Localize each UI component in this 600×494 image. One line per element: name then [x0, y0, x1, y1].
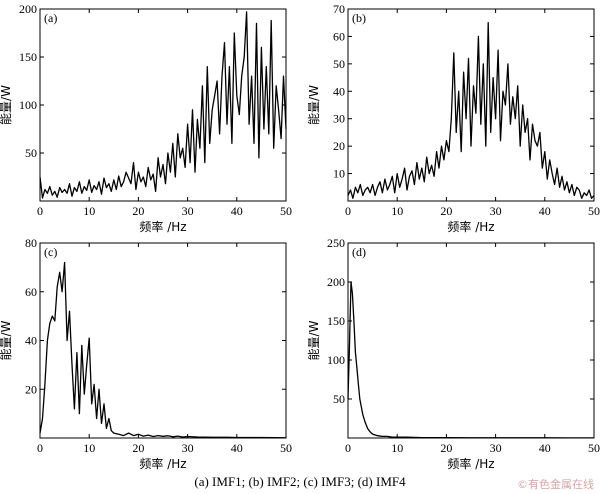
y-tick-label: 50	[25, 146, 37, 160]
y-tick-label: 50	[333, 57, 345, 71]
x-tick-label: 10	[83, 441, 95, 455]
y-tick-label: 200	[327, 275, 345, 289]
x-tick-label: 50	[588, 441, 600, 455]
series-line	[347, 22, 595, 199]
x-tick-label: 50	[588, 204, 600, 218]
y-tick-label: 100	[327, 353, 345, 367]
x-tick-label: 40	[539, 441, 551, 455]
panel-label: (c)	[44, 245, 57, 259]
chart-panel-3: 0 10 20 30 40 50 20 40 60 80 (c) 频率 /Hz 能量/W	[0, 236, 292, 471]
x-tick-label: 0	[345, 204, 351, 218]
figure-caption: (a) IMF1; (b) IMF2; (c) IMF3; (d) IMF4	[194, 474, 406, 489]
x-tick-label: 10	[391, 204, 403, 218]
y-tick-label: 40	[333, 84, 345, 98]
x-tick-label: 20	[132, 441, 144, 455]
panel-label: (a)	[44, 11, 57, 25]
y-tick-label: 80	[25, 236, 37, 250]
x-tick-label: 50	[280, 441, 292, 455]
y-axis-label: 能量/W	[0, 85, 13, 125]
y-tick-label: 200	[19, 2, 37, 16]
x-tick-label: 30	[182, 204, 194, 218]
x-tick-label: 10	[83, 204, 95, 218]
plot-frame	[39, 242, 287, 439]
y-tick-label: 10	[333, 167, 345, 181]
x-tick-label: 20	[132, 204, 144, 218]
series-line	[39, 261, 287, 439]
x-tick-label: 30	[490, 441, 502, 455]
y-tick-label: 20	[333, 139, 345, 153]
y-tick-label: 150	[19, 50, 37, 64]
x-tick-label: 20	[440, 441, 452, 455]
y-tick-label: 250	[327, 236, 345, 250]
x-axis-label: 频率 /Hz	[139, 219, 186, 234]
y-tick-label: 150	[327, 314, 345, 328]
y-tick-label: 60	[333, 29, 345, 43]
x-tick-label: 40	[539, 204, 551, 218]
chart-panel-2: 0 10 20 30 40 50 10 20 30 40 50 60 70 (b) 频率 /Hz 能量/W	[307, 2, 600, 234]
chart-panel-4: 0 10 20 30 40 50 50 100 150 200 250 (d) 频率 /Hz 能量/W	[307, 236, 600, 471]
watermark: ©有色金属在线	[517, 478, 594, 491]
panel-label: (d)	[352, 245, 366, 259]
plot-frame	[347, 242, 595, 439]
y-tick-label: 30	[333, 112, 345, 126]
panel-label: (b)	[352, 11, 366, 25]
x-tick-label: 0	[345, 441, 351, 455]
y-axis-label: 能量/W	[307, 85, 321, 125]
y-tick-label: 50	[333, 392, 345, 406]
x-tick-label: 40	[231, 441, 243, 455]
x-tick-label: 10	[391, 441, 403, 455]
x-tick-label: 0	[37, 441, 43, 455]
y-axis-label: 能量/W	[307, 320, 321, 360]
x-tick-label: 50	[280, 204, 292, 218]
x-tick-label: 30	[490, 204, 502, 218]
y-tick-label: 40	[25, 334, 37, 348]
plot-frame	[347, 8, 595, 202]
y-tick-label: 100	[19, 98, 37, 112]
y-tick-label: 70	[333, 2, 345, 16]
y-tick-label: 60	[25, 285, 37, 299]
x-tick-label: 0	[37, 204, 43, 218]
x-axis-label: 频率 /Hz	[447, 219, 494, 234]
series-line	[39, 11, 287, 199]
x-tick-label: 20	[440, 204, 452, 218]
series-line	[347, 281, 594, 439]
y-axis-label: 能量/W	[0, 320, 13, 360]
x-tick-label: 30	[182, 441, 194, 455]
y-tick-label: 20	[25, 382, 37, 396]
x-axis-label: 频率 /Hz	[447, 456, 494, 471]
x-tick-label: 40	[231, 204, 243, 218]
chart-panel-1: 0 10 20 30 40 50 50 100 150 200 (a) 频率 /Hz 能量/W	[0, 2, 292, 234]
x-axis-label: 频率 /Hz	[139, 456, 186, 471]
